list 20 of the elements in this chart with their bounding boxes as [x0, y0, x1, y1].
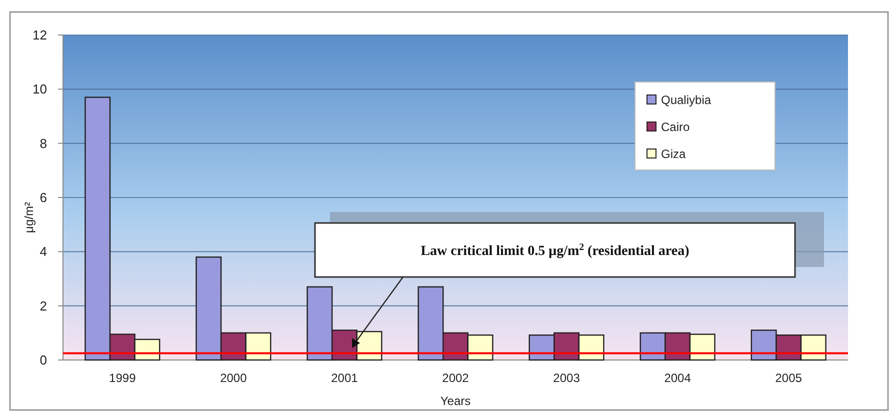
legend-label: Qualiybia	[661, 93, 712, 107]
legend-label: Cairo	[661, 120, 690, 134]
y-axis-title: μg/m²	[22, 202, 36, 233]
y-tick-label: 10	[32, 82, 47, 97]
legend-label: Giza	[661, 147, 686, 161]
y-tick-label: 4	[40, 244, 47, 260]
x-tick-label: 2002	[442, 371, 470, 385]
y-tick-label: 12	[32, 28, 47, 43]
x-tick-label: 1999	[109, 371, 136, 385]
x-axis-title: Years	[440, 394, 471, 408]
x-tick-label: 2001	[331, 371, 358, 385]
y-tick-label: 6	[40, 190, 47, 206]
y-tick-label: 0	[40, 352, 47, 368]
x-tick-label: 2005	[775, 371, 802, 385]
y-tick-label: 2	[40, 298, 47, 314]
y-tick-label: 8	[40, 136, 47, 151]
x-tick-label: 2004	[664, 371, 692, 385]
annotation: Law critical limit 0.5 μg/m$^{2}$ (residential area)	[420, 242, 690, 259]
x-tick-label: 2003	[553, 371, 580, 385]
x-tick-label: 2000	[220, 371, 248, 385]
